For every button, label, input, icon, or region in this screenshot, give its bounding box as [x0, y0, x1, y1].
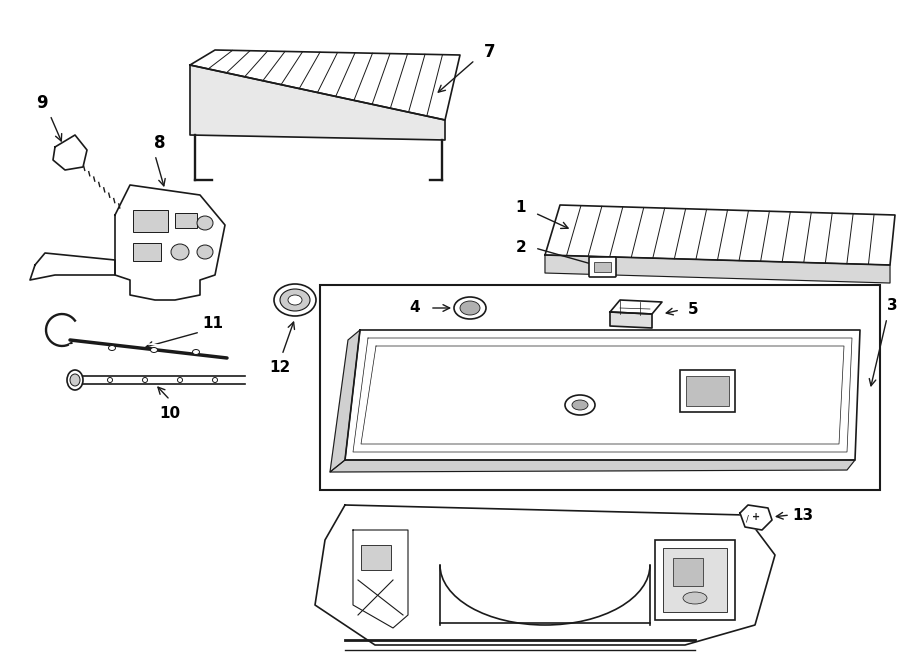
- Bar: [361, 545, 391, 570]
- Text: 9: 9: [36, 94, 48, 112]
- Text: 2: 2: [516, 241, 526, 256]
- Polygon shape: [545, 255, 890, 283]
- Bar: [673, 558, 703, 586]
- Polygon shape: [330, 460, 855, 472]
- Ellipse shape: [142, 377, 148, 383]
- Polygon shape: [353, 530, 408, 628]
- Ellipse shape: [565, 395, 595, 415]
- Text: /: /: [745, 514, 749, 524]
- Text: 4: 4: [410, 301, 420, 315]
- Polygon shape: [740, 505, 772, 530]
- Ellipse shape: [197, 216, 213, 230]
- Ellipse shape: [288, 295, 302, 305]
- Polygon shape: [190, 50, 460, 120]
- Text: 11: 11: [202, 315, 223, 330]
- Text: 1: 1: [516, 200, 526, 215]
- Ellipse shape: [683, 592, 707, 604]
- Polygon shape: [545, 205, 895, 265]
- Polygon shape: [190, 65, 445, 140]
- Ellipse shape: [197, 245, 213, 259]
- Text: 8: 8: [154, 134, 166, 152]
- Polygon shape: [53, 135, 87, 170]
- Ellipse shape: [193, 350, 200, 354]
- Ellipse shape: [150, 348, 158, 352]
- Ellipse shape: [212, 377, 218, 383]
- Bar: [133, 243, 161, 261]
- Ellipse shape: [460, 301, 480, 315]
- Ellipse shape: [109, 346, 115, 350]
- Ellipse shape: [280, 289, 310, 311]
- Bar: [680, 370, 735, 412]
- Ellipse shape: [572, 400, 588, 410]
- Polygon shape: [330, 330, 360, 472]
- Polygon shape: [345, 330, 860, 460]
- Polygon shape: [115, 185, 225, 300]
- Bar: [655, 540, 735, 620]
- Text: 13: 13: [792, 508, 814, 522]
- Bar: [133, 210, 168, 232]
- Text: 12: 12: [269, 360, 291, 375]
- Polygon shape: [610, 300, 662, 314]
- Text: 5: 5: [688, 303, 698, 317]
- Text: 7: 7: [484, 43, 496, 61]
- Text: 6: 6: [721, 594, 732, 609]
- Bar: [686, 376, 729, 406]
- Ellipse shape: [274, 284, 316, 316]
- Text: 10: 10: [159, 405, 181, 420]
- Ellipse shape: [67, 370, 83, 390]
- Bar: [663, 548, 727, 612]
- FancyBboxPatch shape: [589, 257, 616, 277]
- Ellipse shape: [70, 374, 80, 386]
- Ellipse shape: [454, 297, 486, 319]
- Ellipse shape: [171, 244, 189, 260]
- Bar: [175, 213, 197, 228]
- Polygon shape: [610, 312, 652, 328]
- Polygon shape: [30, 253, 115, 280]
- Ellipse shape: [177, 377, 183, 383]
- Ellipse shape: [107, 377, 112, 383]
- Bar: [594, 262, 611, 272]
- Text: +: +: [752, 512, 760, 522]
- Bar: [320, 285, 880, 490]
- Text: 3: 3: [886, 297, 897, 313]
- Polygon shape: [315, 505, 775, 645]
